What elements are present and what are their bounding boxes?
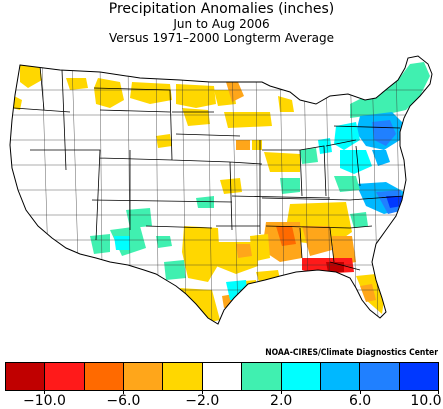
region-mt-east-dry — [130, 82, 172, 104]
region-al-dry — [302, 226, 332, 256]
region-in-wet — [300, 148, 318, 164]
legend-swatch-2 — [84, 363, 125, 390]
legend-tick-label-3: 2.0 — [270, 393, 293, 409]
legend-swatch-9 — [360, 363, 400, 390]
region-nd-dry — [176, 84, 216, 108]
region-mi-up-dry — [278, 96, 294, 112]
region-ms-core-dry — [276, 226, 296, 246]
region-nm-south-wet — [90, 234, 110, 254]
legend-tick-1 — [123, 391, 125, 394]
region-wv-wet — [334, 176, 360, 192]
region-az-wet — [126, 208, 152, 228]
region-oh-wet — [318, 138, 332, 154]
map-subtitle: Jun to Aug 2006 — [173, 17, 270, 31]
region-mt-dry — [94, 78, 124, 108]
legend-tick-label-0: −10.0 — [23, 393, 66, 409]
climate-division-lines — [10, 59, 430, 324]
region-wy-dry — [156, 134, 172, 148]
region-md-va-wet — [340, 150, 372, 174]
legend-swatch-8 — [320, 363, 361, 390]
legend-swatch-6 — [242, 363, 282, 390]
map-title: Precipitation Anomalies (inches) — [108, 1, 335, 17]
legend-swatch-4 — [163, 363, 203, 390]
legend-swatch-5 — [202, 363, 243, 390]
region-mn-south-dry — [224, 112, 272, 128]
region-fl-south-dry — [360, 284, 376, 302]
state-boundaries — [13, 65, 405, 271]
legend-swatch-3 — [124, 363, 164, 390]
legend-tick-label-5: 10.0 — [410, 393, 442, 409]
legend-tick-2 — [202, 391, 204, 394]
legend-swatch-10 — [399, 363, 438, 390]
region-sd-dry — [182, 108, 210, 126]
region-sc-wet — [350, 212, 368, 228]
region-texas-south-dry — [180, 288, 220, 324]
legend-tick-0 — [44, 391, 46, 394]
region-outer-banks-wet — [386, 196, 402, 208]
legend-tick-4 — [360, 391, 362, 394]
region-ky-wet — [280, 178, 300, 194]
region-id-dry — [66, 78, 88, 90]
region-nm-core-wet — [114, 236, 130, 250]
map-baseline: Versus 1971–2000 Longterm Average — [108, 31, 335, 45]
legend-tick-label-2: −2.0 — [185, 393, 220, 409]
region-il-dry — [264, 152, 300, 172]
region-iowa-east-dry — [252, 140, 262, 150]
region-iowa-dry — [236, 140, 250, 150]
legend-tick-5 — [438, 391, 439, 394]
legend-tick-3 — [281, 391, 283, 394]
credit-text: NOAA-CIRES/Climate Diagnostics Center — [265, 348, 438, 358]
legend-tick-label-1: −6.0 — [106, 393, 141, 409]
region-southeast-dry — [286, 202, 352, 246]
region-nj-wet — [372, 150, 390, 166]
legend-swatch-0 — [6, 363, 46, 390]
color-legend — [5, 362, 439, 391]
region-hudson-wet — [372, 120, 396, 146]
region-wa-dry — [20, 65, 42, 88]
region-mn-north-dry — [226, 82, 244, 102]
region-big-bend-wet — [164, 260, 186, 280]
region-ok-dry — [236, 244, 252, 258]
legend-swatch-7 — [281, 363, 321, 390]
region-west-tx-wet — [156, 236, 172, 248]
legend-tick-label-4: 6.0 — [348, 393, 372, 409]
legend-swatch-1 — [45, 363, 85, 390]
